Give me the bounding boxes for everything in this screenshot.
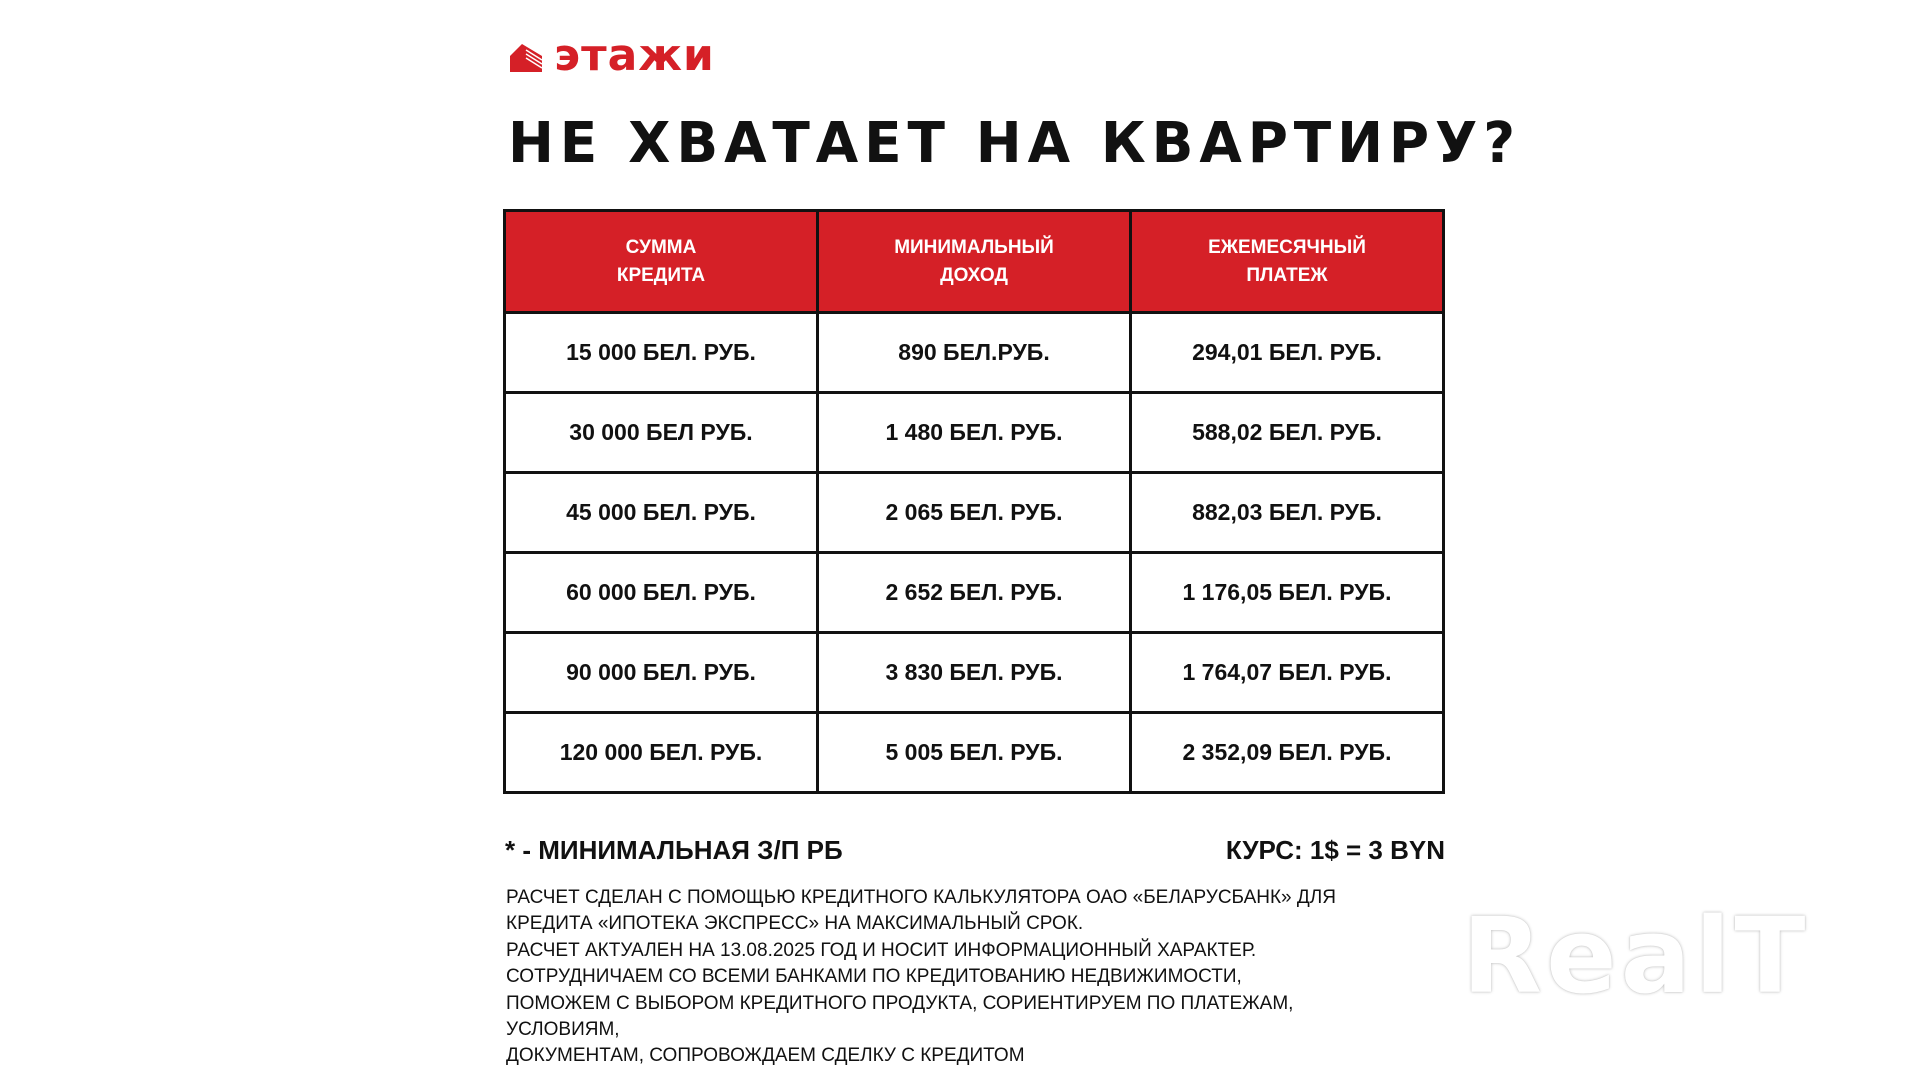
table-row: 120 000 БЕЛ. РУБ. 5 005 БЕЛ. РУБ. 2 352,09… [503, 711, 1445, 794]
exchange-rate: КУРС: 1$ = 3 BYN [1225, 835, 1445, 865]
disclaimer-line: КРЕДИТА «ИПОТЕКА ЭКСПРЕСС» НА МАКСИМАЛЬН… [506, 913, 1084, 935]
table-row: 15 000 БЕЛ. РУБ. 890 БЕЛ.РУБ. 294,01 БЕЛ. … [503, 311, 1445, 394]
cell: 15 000 БЕЛ. РУБ. [503, 311, 819, 394]
table-row: 30 000 БЕЛ РУБ. 1 480 БЕЛ. РУБ. 588,02 БЕЛ… [503, 391, 1445, 474]
footnote: * - МИНИМАЛЬНАЯ З/П РБ [505, 835, 843, 865]
cell: 2 065 БЕЛ. РУБ. [816, 471, 1132, 554]
cell: 2 352,09 БЕЛ. РУБ. [1129, 711, 1445, 794]
disclaimer-line: УСЛОВИЯМ, [506, 1019, 620, 1041]
cell: 45 000 БЕЛ. РУБ. [503, 471, 819, 554]
cell: 882,03 БЕЛ. РУБ. [1129, 471, 1445, 554]
disclaimer-line: РАСЧЕТ АКТУАЛЕН НА 13.08.2025 ГОД И НОСИ… [506, 939, 1257, 961]
table-header-row: СУММА КРЕДИТА МИНИМАЛЬНЫЙ ДОХОД ЕЖЕМЕСЯЧНЫ… [503, 209, 1445, 314]
disclaimer-line: РАСЧЕТ СДЕЛАН С ПОМОЩЬЮ КРЕДИТНОГО КАЛЬК… [506, 887, 1336, 908]
cell: 120 000 БЕЛ. РУБ. [503, 711, 819, 794]
logo: этажи [508, 34, 715, 78]
watermark: RealT [1462, 895, 1810, 1017]
cell: 5 005 БЕЛ. РУБ. [816, 711, 1132, 794]
disclaimer: РАСЧЕТ СДЕЛАН С ПОМОЩЬЮ КРЕДИТНОГО КАЛЬК… [506, 885, 1336, 1070]
table-row: 60 000 БЕЛ. РУБ. 2 652 БЕЛ. РУБ. 1 176,05 … [503, 551, 1445, 634]
logo-text: этажи [554, 30, 715, 81]
cell: 294,01 БЕЛ. РУБ. [1129, 311, 1445, 394]
header-loan-amount: СУММА КРЕДИТА [503, 209, 819, 314]
cell: 2 652 БЕЛ. РУБ. [816, 551, 1132, 634]
table-row: 90 000 БЕЛ. РУБ. 3 830 БЕЛ. РУБ. 1 764,07 … [503, 631, 1445, 714]
cell: 1 176,05 БЕЛ. РУБ. [1129, 551, 1445, 634]
page-title: НЕ ХВАТАЕТ НА КВАРТИРУ? [508, 111, 1521, 176]
disclaimer-line: ДОКУМЕНТАМ, СОПРОВОЖДАЕМ СДЕЛКУ С КРЕДИТ… [506, 1045, 1025, 1067]
loan-table: СУММА КРЕДИТА МИНИМАЛЬНЫЙ ДОХОД ЕЖЕМЕСЯЧНЫ… [503, 209, 1445, 794]
cell: 60 000 БЕЛ. РУБ. [503, 551, 819, 634]
header-min-income: МИНИМАЛЬНЫЙ ДОХОД [816, 209, 1132, 314]
header-monthly-payment: ЕЖЕМЕСЯЧНЫЙ ПЛАТЕЖ [1129, 209, 1445, 314]
cell: 890 БЕЛ.РУБ. [816, 311, 1132, 394]
cell: 30 000 БЕЛ РУБ. [503, 391, 819, 474]
cell: 1 764,07 БЕЛ. РУБ. [1129, 631, 1445, 714]
disclaimer-line: СОТРУДНИЧАЕМ СО ВСЕМИ БАНКАМИ ПО КРЕДИТО… [506, 966, 1242, 988]
cell: 90 000 БЕЛ. РУБ. [503, 631, 819, 714]
cell: 1 480 БЕЛ. РУБ. [816, 391, 1132, 474]
cell: 3 830 БЕЛ. РУБ. [816, 631, 1132, 714]
disclaimer-line: ПОМОЖЕМ С ВЫБОРОМ КРЕДИТНОГО ПРОДУКТА, С… [506, 992, 1294, 1014]
table-row: 45 000 БЕЛ. РУБ. 2 065 БЕЛ. РУБ. 882,03 БЕ… [503, 471, 1445, 554]
building-icon [510, 44, 543, 72]
cell: 588,02 БЕЛ. РУБ. [1129, 391, 1445, 474]
